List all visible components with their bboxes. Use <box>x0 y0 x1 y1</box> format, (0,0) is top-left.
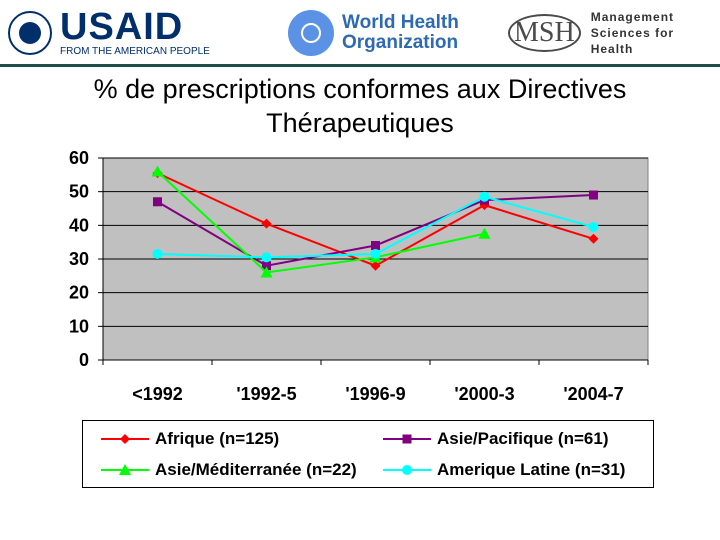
msh-logo: MSH Management Sciences for Health <box>508 8 720 58</box>
data-point-series-3 <box>370 248 381 259</box>
msh-name-line2: Sciences for Health <box>590 26 675 56</box>
data-point-series-2 <box>151 165 164 177</box>
x-tick-label: <1992 <box>132 384 183 404</box>
legend-label: Amerique Latine (n=31) <box>437 460 626 479</box>
legend-item: Asie/Pacifique (n=61) <box>383 427 608 451</box>
legend-swatch <box>101 464 149 475</box>
data-point-series-1 <box>262 261 271 271</box>
x-tick-label: '1992-5 <box>236 384 296 404</box>
msh-mark-icon: MSH <box>508 14 581 52</box>
legend-swatch <box>383 465 431 475</box>
y-tick-label: 0 <box>79 350 89 370</box>
header-bar: USAID FROM THE AMERICAN PEOPLE World Hea… <box>0 0 720 67</box>
x-tick-label: '2000-3 <box>454 384 514 404</box>
chart-title: % de prescriptions conformes aux Directi… <box>93 74 627 138</box>
usaid-logo: USAID FROM THE AMERICAN PEOPLE <box>8 8 210 58</box>
y-tick-label: 20 <box>69 283 89 303</box>
legend-label: Asie/Pacifique (n=61) <box>437 429 609 448</box>
legend-swatch <box>383 434 431 444</box>
usaid-tagline: FROM THE AMERICAN PEOPLE <box>60 46 210 57</box>
data-point-series-1 <box>371 241 380 251</box>
data-point-series-3 <box>588 222 599 233</box>
msh-name-line1: Management <box>590 10 675 24</box>
y-tick-label: 50 <box>69 182 89 202</box>
y-tick-label: 30 <box>69 249 89 269</box>
y-tick-label: 40 <box>69 215 89 235</box>
x-tick-label: '2004-7 <box>563 384 623 404</box>
y-tick-label: 60 <box>69 148 89 168</box>
series-line-2 <box>156 170 485 274</box>
data-point-series-1 <box>589 190 598 200</box>
legend-item: Afrique (n=125) <box>101 427 279 451</box>
y-tick-label: 10 <box>69 316 89 336</box>
data-point-series-2 <box>260 266 273 278</box>
data-point-series-3 <box>152 248 163 259</box>
chart-legend: Afrique (n=125) Asie/Pacifique (n=61) Asie… <box>82 420 654 488</box>
who-name-line2: Organization <box>342 32 459 53</box>
x-tick-label: '1996-9 <box>345 384 405 404</box>
data-point-series-3 <box>261 252 272 263</box>
usaid-seal-icon <box>8 11 52 55</box>
legend-item: Asie/Méditerranée (n=22) <box>101 458 357 482</box>
data-point-series-0 <box>370 260 381 271</box>
data-point-series-2 <box>478 227 491 239</box>
legend-label: Afrique (n=125) <box>155 429 280 448</box>
data-point-series-0 <box>588 233 599 244</box>
who-logo: World Health Organization <box>288 8 459 58</box>
usaid-wordmark: USAID <box>60 6 184 48</box>
legend-label: Asie/Méditerranée (n=22) <box>155 460 357 479</box>
who-name-line1: World Health <box>342 12 459 33</box>
legend-swatch <box>101 434 149 444</box>
data-point-series-3 <box>479 191 490 202</box>
header-divider <box>0 64 720 67</box>
data-point-series-0 <box>261 218 272 229</box>
legend-item: Amerique Latine (n=31) <box>383 458 625 482</box>
who-emblem-icon <box>288 10 334 56</box>
data-point-series-1 <box>153 197 162 207</box>
